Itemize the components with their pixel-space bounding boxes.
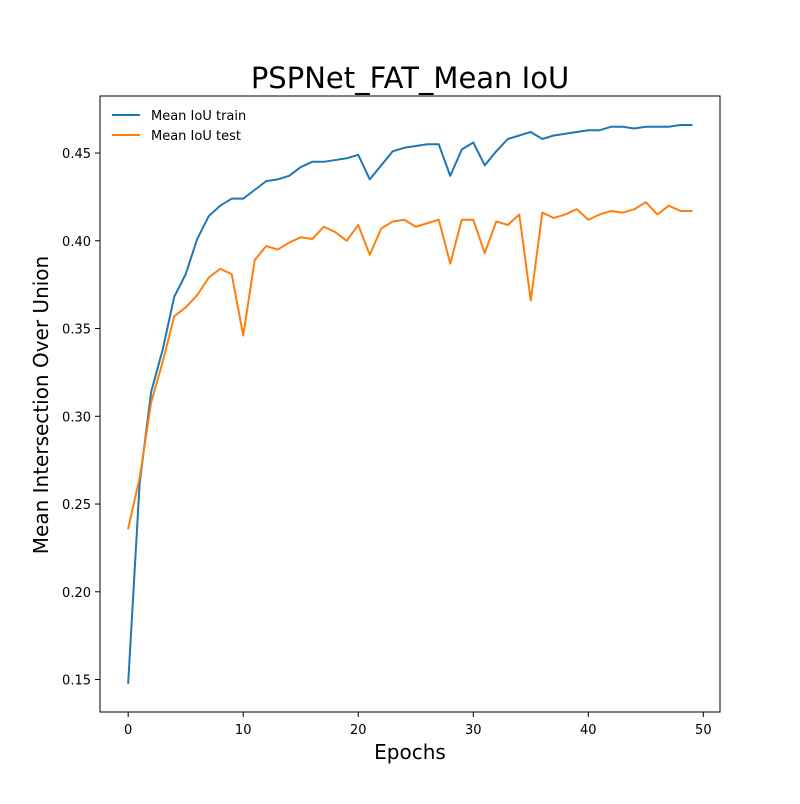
x-tick-label: 20	[350, 723, 367, 738]
chart-title: PSPNet_FAT_Mean IoU	[251, 61, 569, 95]
plot-area	[99, 95, 721, 713]
series-line-train	[127, 123, 693, 685]
y-axis: 0.15 0.20 0.25 0.30 0.35 0.40 0.45	[62, 147, 100, 689]
y-tick-label: 0.45	[62, 147, 91, 162]
series-layer	[127, 123, 693, 685]
y-tick-label: 0.30	[62, 410, 91, 425]
y-tick-label: 0.20	[62, 586, 91, 601]
x-axis-title: Epochs	[374, 740, 446, 764]
x-tick-label: 10	[235, 723, 252, 738]
plot-frame	[99, 95, 721, 713]
x-axis: 0 10 20 30 40 50	[124, 712, 712, 738]
y-tick-label: 0.15	[62, 674, 91, 689]
x-tick-label: 0	[124, 723, 132, 738]
y-axis-title: Mean Intersection Over Union	[29, 256, 53, 554]
legend: Mean IoU train Mean IoU test	[112, 109, 246, 144]
x-tick-label: 30	[465, 723, 482, 738]
y-tick-label: 0.40	[62, 235, 91, 250]
legend-label: Mean IoU test	[151, 129, 241, 144]
legend-label: Mean IoU train	[151, 109, 246, 124]
x-tick-label: 40	[580, 723, 597, 738]
y-tick-label: 0.35	[62, 323, 91, 338]
series-line-test	[127, 201, 693, 530]
y-tick-label: 0.25	[62, 498, 91, 513]
x-tick-label: 50	[695, 723, 712, 738]
